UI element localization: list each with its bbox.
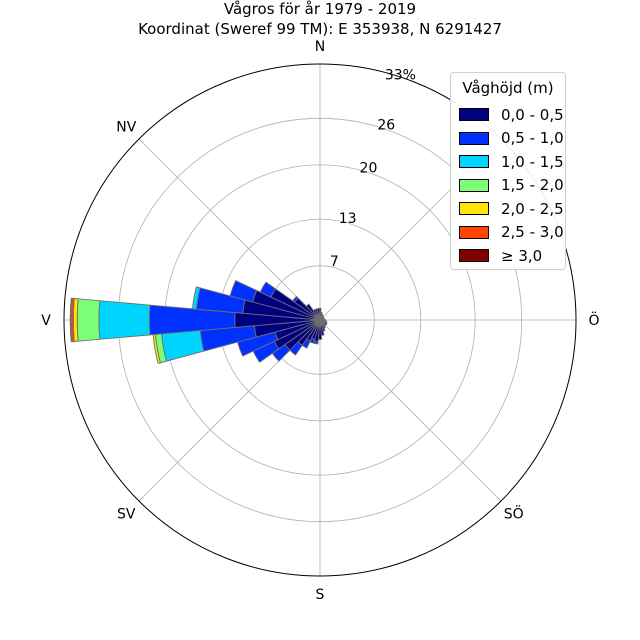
legend-swatch [459,202,489,216]
direction-label: N [315,39,325,55]
radial-tick-label: 13 [339,211,357,227]
legend-label: 0,5 - 1,0 [501,129,564,148]
bar-segment [305,303,321,321]
legend-swatch [459,249,489,263]
bar-segment [161,329,205,362]
legend-label: 0,0 - 0,5 [501,105,564,124]
legend-swatch [459,225,489,239]
legend-swatch [459,131,489,145]
direction-label: NV [116,119,136,135]
bar-segment [98,300,151,340]
legend-entry: 2,0 - 2,5 [459,197,564,221]
radial-tick-label: 26 [377,118,395,134]
outer-ring [63,63,577,577]
legend-entry: ≥ 3,0 [459,244,557,268]
chart-subtitle: Koordinat (Sweref 99 TM): E 353938, N 62… [138,20,502,38]
legend-swatch [459,155,489,169]
bar-segment [259,281,277,298]
legend-label: 1,0 - 1,5 [501,152,564,171]
direction-label: SÖ [504,505,524,523]
legend-label: 2,0 - 2,5 [501,199,564,218]
legend-entry: 0,5 - 1,0 [459,127,564,151]
bar-segment [76,298,101,342]
bar-segment [229,280,258,303]
legend-entry: 1,5 - 2,0 [459,174,564,198]
legend: Våghöjd (m) 0,0 - 0,5 0,5 - 1,0 1,0 - 1,5 1… [450,72,566,270]
legend-entries: 0,0 - 0,5 0,5 - 1,0 1,0 - 1,5 1,5 - 2,0 2,0 … [459,103,564,268]
legend-entry: 1,0 - 1,5 [459,150,564,174]
radial-tick-label: 33% [385,67,416,83]
bar-segment [292,295,299,303]
legend-label: 2,5 - 3,0 [501,223,564,242]
legend-entry: 2,5 - 3,0 [459,221,564,245]
legend-swatch [459,108,489,122]
grid-spoke [138,138,321,321]
legend-swatch [459,178,489,192]
direction-label: SV [117,507,136,523]
bar-segment [316,307,321,321]
legend-label: ≥ 3,0 [501,246,543,265]
direction-label: S [316,587,325,603]
direction-label: V [41,313,51,329]
radial-tick-label: 20 [360,161,378,177]
bar-segment [191,286,201,310]
legend-entry: 0,0 - 0,5 [459,103,564,127]
legend-label: 1,5 - 2,0 [501,176,564,195]
legend-title: Våghöjd (m) [462,79,554,97]
bar-segment [69,297,73,343]
rose-bars [69,280,328,364]
chart-title: Vågros för år 1979 - 2019 [223,0,417,18]
grid-spoke [319,319,502,502]
direction-label: Ö [588,311,599,329]
radial-tick-label: 7 [330,254,339,270]
